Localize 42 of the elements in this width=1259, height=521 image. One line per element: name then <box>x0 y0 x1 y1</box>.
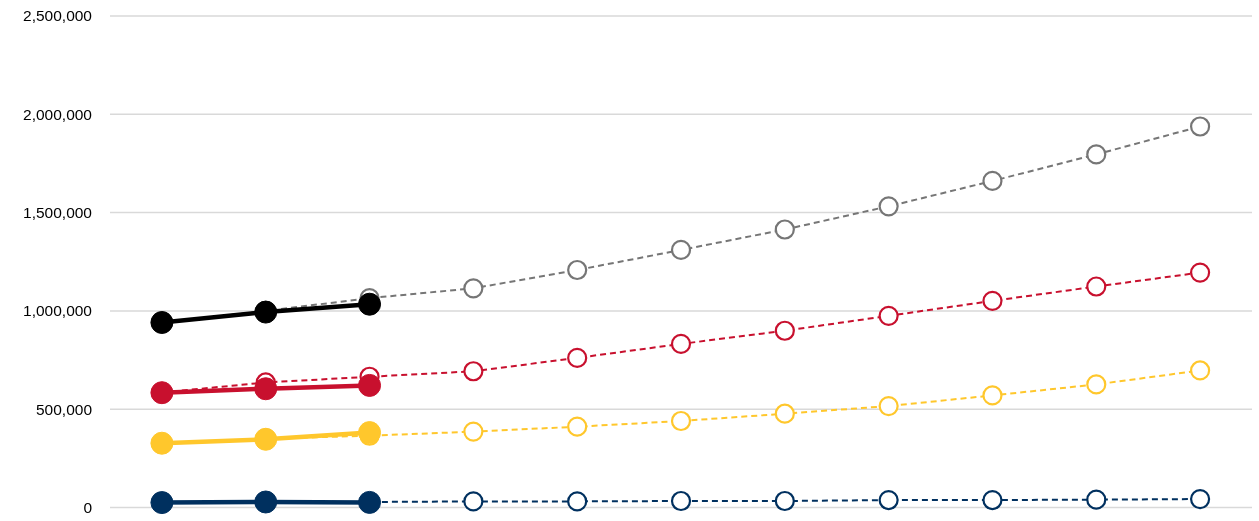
point <box>878 305 899 326</box>
point <box>358 373 382 397</box>
point <box>1086 374 1107 395</box>
point <box>567 347 588 368</box>
point <box>670 239 692 261</box>
point <box>463 421 484 442</box>
point <box>463 278 484 299</box>
y-tick-label: 0 <box>83 498 93 516</box>
point <box>878 395 899 417</box>
point <box>670 410 692 432</box>
y-tick-label: 2,500,000 <box>23 7 93 25</box>
point <box>1189 488 1211 510</box>
point <box>1086 144 1107 165</box>
point <box>1189 360 1211 381</box>
y-tick-label: 2,000,000 <box>23 105 93 123</box>
point <box>878 196 899 217</box>
point <box>567 491 588 512</box>
point <box>982 170 1003 192</box>
point <box>358 421 382 445</box>
point <box>567 416 588 437</box>
point <box>463 491 484 512</box>
point <box>774 490 795 512</box>
point <box>878 489 899 511</box>
point <box>254 377 278 401</box>
point <box>1189 116 1211 137</box>
point <box>1086 489 1107 510</box>
point <box>567 259 588 281</box>
point <box>463 361 484 382</box>
point <box>774 403 795 424</box>
point <box>358 292 382 316</box>
point <box>982 290 1003 311</box>
point <box>1189 262 1211 283</box>
point <box>774 219 795 240</box>
point <box>982 489 1003 511</box>
y-tick-label: 1,500,000 <box>23 204 93 222</box>
y-tick-label: 1,000,000 <box>23 302 93 320</box>
point <box>1086 276 1107 297</box>
point <box>670 490 692 512</box>
point <box>774 320 795 341</box>
point <box>982 385 1003 406</box>
y-tick-label: 500,000 <box>35 400 93 418</box>
point <box>670 333 692 355</box>
